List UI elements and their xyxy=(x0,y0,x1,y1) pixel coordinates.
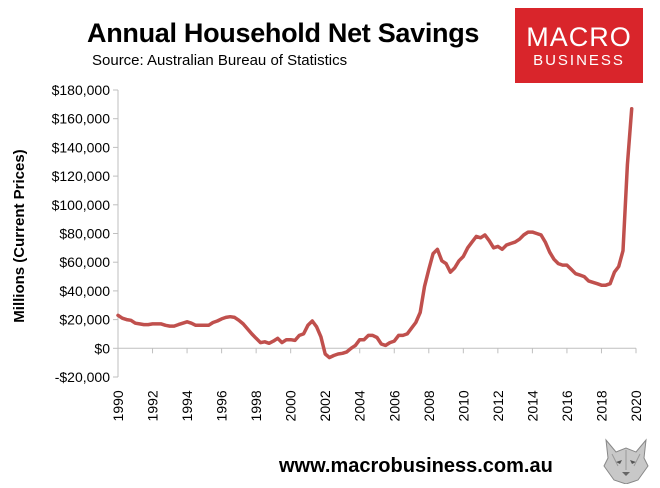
y-axis-label: Millions (Current Prices) xyxy=(11,149,28,322)
website-url: www.macrobusiness.com.au xyxy=(279,455,553,477)
x-tick-label: 1992 xyxy=(145,390,161,421)
y-tick-label: $80,000 xyxy=(59,226,110,242)
x-tick-label: 2010 xyxy=(455,390,471,421)
x-tick-label: 1996 xyxy=(214,390,230,421)
series-line-household-net-savings xyxy=(116,106,634,360)
chart-title: Annual Household Net Savings xyxy=(87,18,480,48)
chart-source: Source: Australian Bureau of Statistics xyxy=(92,52,348,69)
x-tick-label: 2018 xyxy=(593,390,609,421)
logo-line-2: BUSINESS xyxy=(533,51,625,69)
y-tick-label: $100,000 xyxy=(52,197,111,213)
wolf-mascot-icon xyxy=(603,438,649,484)
y-tick-label: $120,000 xyxy=(52,168,111,184)
x-tick-label: 1994 xyxy=(179,390,195,421)
x-tick-label: 2004 xyxy=(352,390,368,421)
x-tick-label: 2020 xyxy=(628,390,644,421)
y-tick-label: $180,000 xyxy=(52,82,111,98)
x-tick-label: 1990 xyxy=(110,390,126,421)
y-tick-label: $40,000 xyxy=(59,283,110,299)
logo-line-1: MACRO xyxy=(526,21,632,52)
x-tick-label: 2012 xyxy=(490,390,506,421)
y-tick-label: $60,000 xyxy=(59,254,110,270)
x-tick-label: 1998 xyxy=(248,390,264,421)
x-tick-label: 2014 xyxy=(524,390,540,421)
x-tick-label: 2006 xyxy=(386,390,402,421)
x-tick-label: 2000 xyxy=(283,390,299,421)
y-tick-label: -$20,000 xyxy=(55,369,110,385)
x-tick-label: 2002 xyxy=(317,390,333,421)
x-tick-label: 2008 xyxy=(421,390,437,421)
macrobusiness-logo[interactable]: MACRO BUSINESS xyxy=(515,8,643,83)
y-tick-label: $160,000 xyxy=(52,111,111,127)
y-tick-label: $140,000 xyxy=(52,139,111,155)
y-tick-label: $0 xyxy=(94,340,110,356)
y-tick-label: $20,000 xyxy=(59,312,110,328)
x-tick-label: 2016 xyxy=(559,390,575,421)
